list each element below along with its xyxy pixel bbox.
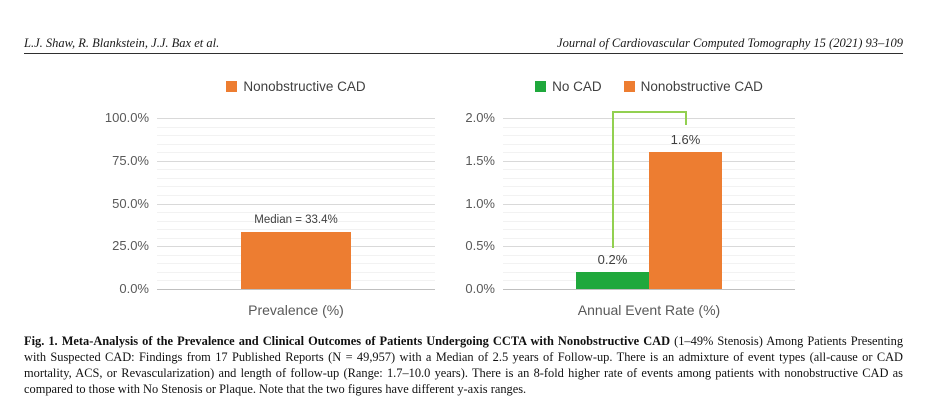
legend-label: Nonobstructive CAD	[640, 78, 763, 94]
bar-data-label: Median = 33.4%	[254, 213, 338, 226]
minor-gridline	[503, 135, 795, 136]
minor-gridline	[157, 144, 435, 145]
minor-gridline	[503, 144, 795, 145]
minor-gridline	[157, 169, 435, 170]
minor-gridline	[157, 127, 435, 128]
major-gridline	[157, 204, 435, 205]
bracket-left-line	[612, 111, 614, 248]
minor-gridline	[157, 195, 435, 196]
legend-label: No CAD	[552, 78, 602, 94]
figure-caption-text: (1–49% Stenosis) Among Patients Presenti…	[24, 334, 904, 396]
bracket-top-line	[612, 111, 687, 113]
y-tick-label: 0.0%	[119, 281, 149, 296]
legend-swatch-icon	[535, 80, 547, 92]
legend-item-no-cad: No CAD	[535, 79, 602, 94]
y-tick-label: 0.5%	[465, 238, 495, 254]
minor-gridline	[157, 178, 435, 179]
header-rule	[24, 53, 903, 54]
legend-item-nonobstructive-cad: Nonobstructive CAD	[226, 78, 366, 94]
figure-caption-bold: Fig. 1. Meta-Analysis of the Prevalence …	[24, 334, 671, 348]
x-axis-title: Prevalence (%)	[248, 302, 344, 318]
bracket-right-stub	[685, 111, 687, 125]
major-gridline	[157, 161, 435, 162]
chart-legend: No CAD Nonobstructive CAD	[503, 78, 795, 94]
y-tick-label: 75.0%	[112, 152, 149, 168]
bar-nonobstructive-cad	[241, 231, 351, 289]
bar-data-label: 0.2%	[597, 251, 628, 267]
y-tick-label: 2.0%	[465, 110, 495, 125]
y-tick-label: 1.0%	[465, 195, 495, 211]
x-axis-line	[503, 289, 795, 290]
legend-label: Nonobstructive CAD	[243, 78, 366, 94]
y-tick-label: 50.0%	[112, 195, 149, 211]
y-tick-label: 25.0%	[112, 238, 149, 254]
bar-data-label: 1.6%	[670, 132, 701, 148]
x-axis-title: Annual Event Rate (%)	[577, 302, 721, 318]
minor-gridline	[157, 135, 435, 136]
minor-gridline	[157, 152, 435, 153]
running-head-authors: L.J. Shaw, R. Blankstein, J.J. Bax et al…	[24, 36, 220, 50]
legend-item-nonobstructive-cad: Nonobstructive CAD	[623, 78, 763, 94]
minor-gridline	[157, 221, 435, 222]
bar-nonobstructive-cad	[649, 152, 722, 289]
major-gridline	[157, 118, 435, 119]
figure-caption: Fig. 1. Meta-Analysis of the Prevalence …	[24, 333, 903, 397]
running-head-journal: Journal of Cardiovascular Computed Tomog…	[557, 36, 903, 50]
minor-gridline	[157, 229, 435, 230]
chart-legend: Nonobstructive CAD	[157, 78, 435, 94]
legend-swatch-icon	[226, 80, 238, 92]
minor-gridline	[157, 186, 435, 187]
bar-no-cad	[576, 271, 649, 289]
y-tick-label: 0.0%	[465, 281, 495, 296]
legend-swatch-icon	[623, 80, 635, 92]
minor-gridline	[157, 212, 435, 213]
minor-gridline	[503, 127, 795, 128]
y-tick-label: 100.0%	[104, 110, 149, 125]
x-axis-line	[157, 289, 435, 290]
y-tick-label: 1.5%	[465, 152, 495, 168]
major-gridline	[503, 118, 795, 119]
